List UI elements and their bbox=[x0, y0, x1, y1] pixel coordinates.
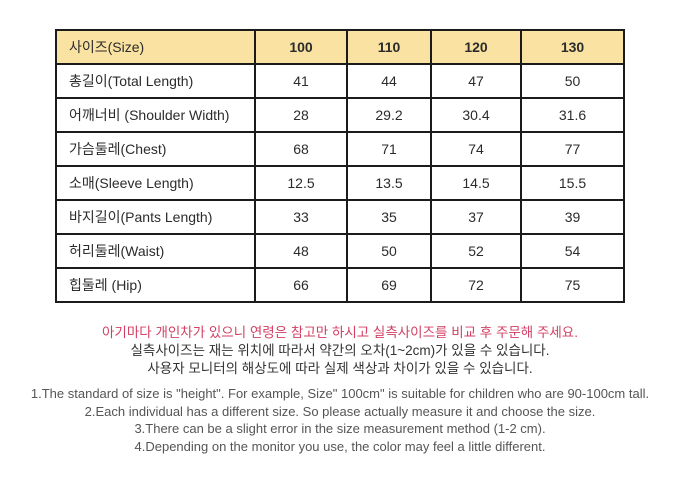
value-cell: 50 bbox=[520, 63, 625, 99]
value-cell: 52 bbox=[430, 233, 522, 269]
table-row-sleeve-length: 소매(Sleeve Length) 12.5 13.5 14.5 15.5 bbox=[55, 165, 625, 201]
value-cell: 50 bbox=[346, 233, 432, 269]
value-cell: 71 bbox=[346, 131, 432, 167]
header-size-label: 사이즈(Size) bbox=[55, 29, 256, 65]
row-label: 바지길이(Pants Length) bbox=[55, 199, 256, 235]
monitor-color-note: 사용자 모니터의 해상도에 따라 실제 색상과 차이가 있을 수 있습니다. bbox=[147, 361, 533, 376]
row-label: 허리둘레(Waist) bbox=[55, 233, 256, 269]
value-cell: 37 bbox=[430, 199, 522, 235]
value-cell: 28 bbox=[254, 97, 348, 133]
value-cell: 47 bbox=[430, 63, 522, 99]
value-cell: 33 bbox=[254, 199, 348, 235]
value-cell: 77 bbox=[520, 131, 625, 167]
value-cell: 69 bbox=[346, 267, 432, 303]
english-note-3: 3.There can be a slight error in the siz… bbox=[134, 421, 546, 436]
english-note-4: 4.Depending on the monitor you use, the … bbox=[134, 438, 546, 454]
korean-notes: 아기마다 개인차가 있으니 연령은 참고만 하시고 실측사이즈를 비교 후 주문… bbox=[0, 324, 680, 378]
size-warning-text: 아기마다 개인차가 있으니 연령은 참고만 하시고 실측사이즈를 비교 후 주문… bbox=[102, 325, 578, 340]
value-cell: 14.5 bbox=[430, 165, 522, 201]
value-cell: 35 bbox=[346, 199, 432, 235]
table-row-chest: 가슴둘레(Chest) 68 71 74 77 bbox=[55, 131, 625, 167]
value-cell: 41 bbox=[254, 63, 348, 99]
table-row-total-length: 총길이(Total Length) 41 44 47 50 bbox=[55, 63, 625, 99]
value-cell: 39 bbox=[520, 199, 625, 235]
value-cell: 30.4 bbox=[430, 97, 522, 133]
table-header-row: 사이즈(Size) 100 110 120 130 bbox=[55, 29, 625, 65]
table-row-pants-length: 바지길이(Pants Length) 33 35 37 39 bbox=[55, 199, 625, 235]
value-cell: 15.5 bbox=[520, 165, 625, 201]
value-cell: 13.5 bbox=[346, 165, 432, 201]
value-cell: 44 bbox=[346, 63, 432, 99]
table-row-shoulder-width: 어깨너비 (Shoulder Width) 28 29.2 30.4 31.6 bbox=[55, 97, 625, 133]
header-size-130: 130 bbox=[520, 29, 625, 65]
row-label: 어깨너비 (Shoulder Width) bbox=[55, 97, 256, 133]
value-cell: 31.6 bbox=[520, 97, 625, 133]
english-note-2: 2.Each individual has a different size. … bbox=[84, 403, 596, 419]
value-cell: 48 bbox=[254, 233, 348, 269]
value-cell: 75 bbox=[520, 267, 625, 303]
header-size-100: 100 bbox=[254, 29, 348, 65]
row-label: 가슴둘레(Chest) bbox=[55, 131, 256, 167]
value-cell: 72 bbox=[430, 267, 522, 303]
table-row-hip: 힙둘레 (Hip) 66 69 72 75 bbox=[55, 267, 625, 303]
english-note-1: 1.The standard of size is "height". For … bbox=[30, 386, 650, 401]
header-size-120: 120 bbox=[430, 29, 522, 65]
value-cell: 54 bbox=[520, 233, 625, 269]
size-table: 사이즈(Size) 100 110 120 130 총길이(Total Leng… bbox=[55, 29, 625, 303]
table-row-waist: 허리둘레(Waist) 48 50 52 54 bbox=[55, 233, 625, 269]
value-cell: 66 bbox=[254, 267, 348, 303]
value-cell: 29.2 bbox=[346, 97, 432, 133]
row-label: 소매(Sleeve Length) bbox=[55, 165, 256, 201]
header-size-110: 110 bbox=[346, 29, 432, 65]
row-label: 총길이(Total Length) bbox=[55, 63, 256, 99]
measure-tolerance-note: 실측사이즈는 재는 위치에 따라서 약간의 오차(1~2cm)가 있을 수 있습… bbox=[130, 343, 550, 358]
value-cell: 68 bbox=[254, 131, 348, 167]
english-notes: 1.The standard of size is "height". For … bbox=[0, 385, 680, 455]
value-cell: 12.5 bbox=[254, 165, 348, 201]
value-cell: 74 bbox=[430, 131, 522, 167]
row-label: 힙둘레 (Hip) bbox=[55, 267, 256, 303]
